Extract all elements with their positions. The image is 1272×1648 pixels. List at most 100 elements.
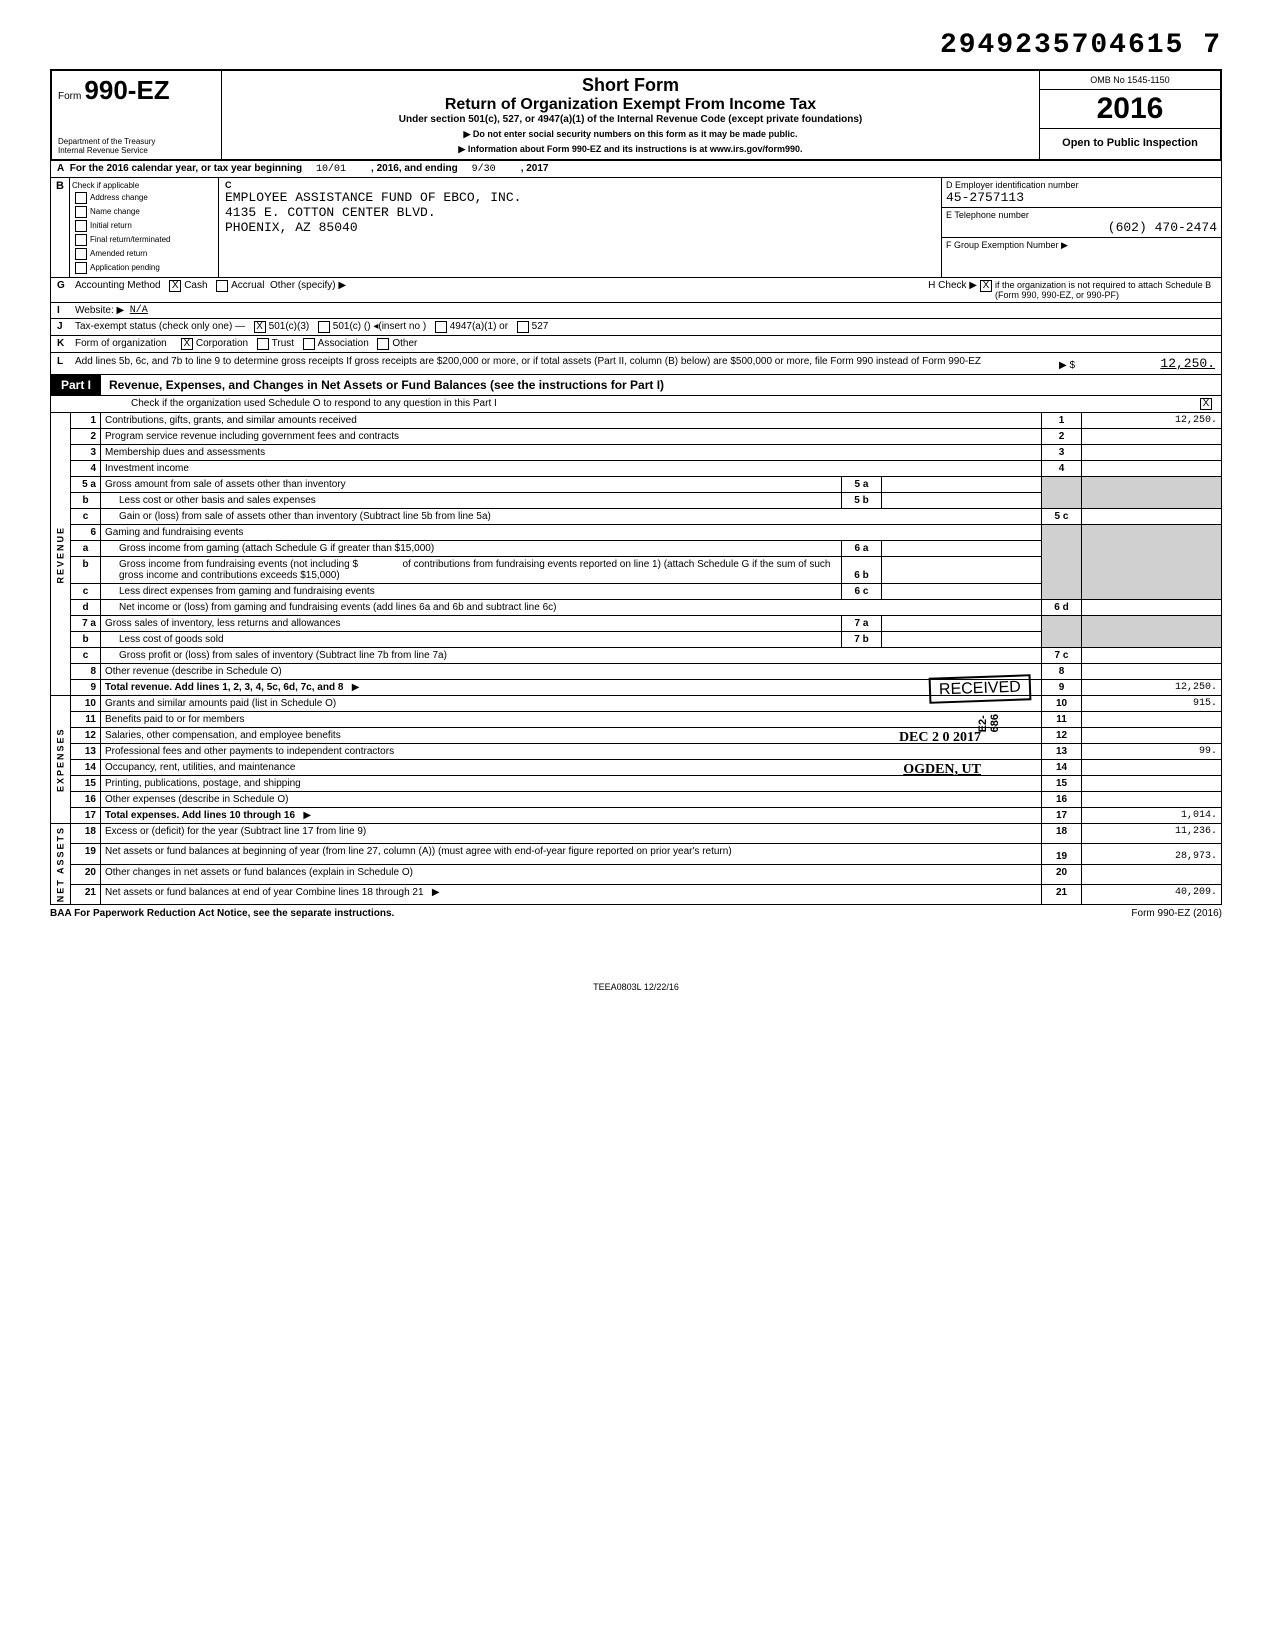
check-amended-return[interactable]: Amended return	[72, 247, 216, 261]
l9-num: 9	[71, 680, 101, 696]
l6b-desc: Gross income from fundraising events (no…	[101, 557, 842, 584]
part1-label: Part I	[51, 375, 101, 395]
l21-num: 21	[71, 884, 101, 904]
l2-desc: Program service revenue including govern…	[101, 429, 1042, 445]
line-a: A For the 2016 calendar year, or tax yea…	[50, 161, 1222, 178]
l7a-mv	[882, 616, 1042, 632]
l7a-mn: 7 a	[842, 616, 882, 632]
phone: (602) 470-2474	[946, 220, 1217, 235]
l11-rn: 11	[1042, 712, 1082, 728]
row-7c: c Gross profit or (loss) from sales of i…	[51, 648, 1222, 664]
opt-4947: 4947(a)(1) or	[450, 321, 508, 333]
label-b: B	[51, 178, 69, 277]
l6-desc: Gaming and fundraising events	[101, 525, 1042, 541]
check-name-change[interactable]: Name change	[72, 205, 216, 219]
l7c-desc: Gross profit or (loss) from sales of inv…	[101, 648, 1042, 664]
document-number: 2949235704615 7	[50, 30, 1222, 61]
other-label: Other (specify) ▶	[270, 280, 346, 300]
l6d-num: d	[71, 600, 101, 616]
row-12: 12 Salaries, other compensation, and emp…	[51, 728, 1222, 744]
l3-rn: 3	[1042, 445, 1082, 461]
l2-rn: 2	[1042, 429, 1082, 445]
check-501c[interactable]	[318, 321, 330, 333]
form-of-org-label: Form of organization	[75, 338, 167, 350]
l21-rn: 21	[1042, 884, 1082, 904]
check-schedule-o[interactable]: X	[1200, 398, 1212, 410]
row-17: 17 Total expenses. Add lines 10 through …	[51, 808, 1222, 824]
check-corporation[interactable]: X	[181, 338, 193, 350]
right-info: D Employer identification number 45-2757…	[941, 178, 1221, 277]
line-l: L Add lines 5b, 6c, and 7b to line 9 to …	[50, 353, 1222, 375]
l13-rv: 99.	[1082, 744, 1222, 760]
form-prefix: Form	[58, 91, 81, 102]
l6b-mv	[882, 557, 1042, 584]
l3-rv	[1082, 445, 1222, 461]
received-stamp: RECEIVED	[929, 674, 1032, 704]
check-initial-return[interactable]: Initial return	[72, 219, 216, 233]
l3-num: 3	[71, 445, 101, 461]
ein: 45-2757113	[946, 190, 1217, 205]
date-stamp: DEC 2 0 2017	[899, 730, 981, 746]
l7-shade	[1042, 616, 1082, 648]
l3-desc: Membership dues and assessments	[101, 445, 1042, 461]
row-16: 16 Other expenses (describe in Schedule …	[51, 792, 1222, 808]
l18-rn: 18	[1042, 824, 1082, 844]
l6d-desc: Net income or (loss) from gaming and fun…	[101, 600, 1042, 616]
l6c-desc: Less direct expenses from gaming and fun…	[101, 584, 842, 600]
l14-rn: 14	[1042, 760, 1082, 776]
line-l-text: Add lines 5b, 6c, and 7b to line 9 to de…	[75, 356, 1059, 371]
check-accrual[interactable]	[216, 280, 228, 292]
check-4947[interactable]	[435, 321, 447, 333]
l10-num: 10	[71, 696, 101, 712]
check-other-org[interactable]	[377, 338, 389, 350]
check-trust[interactable]	[257, 338, 269, 350]
form-header: Form 990-EZ Department of the Treasury I…	[50, 69, 1222, 161]
l10-desc: Grants and similar amounts paid (list in…	[101, 696, 1042, 712]
l21-rv: 40,209.	[1082, 884, 1222, 904]
l6b-num: b	[71, 557, 101, 584]
opt-501c: 501(c) (	[333, 321, 367, 333]
label-j: J	[57, 321, 75, 333]
l16-num: 16	[71, 792, 101, 808]
l11-num: 11	[71, 712, 101, 728]
l8-rv	[1082, 664, 1222, 680]
l13-num: 13	[71, 744, 101, 760]
label-f: F Group Exemption Number ▶	[946, 240, 1217, 251]
l14-desc: Occupancy, rent, utilities, and maintena…	[101, 760, 1042, 776]
l15-rv	[1082, 776, 1222, 792]
line-k: K Form of organization XCorporation Trus…	[50, 336, 1222, 353]
l5c-num: c	[71, 509, 101, 525]
check-527[interactable]	[517, 321, 529, 333]
section-b: B Check if applicable Address change Nam…	[50, 178, 1222, 278]
accrual-label: Accrual	[231, 280, 264, 300]
l12-num: 12	[71, 728, 101, 744]
opt-corporation: Corporation	[196, 338, 248, 350]
l6-num: 6	[71, 525, 101, 541]
check-association[interactable]	[303, 338, 315, 350]
check-h[interactable]: X	[980, 280, 992, 292]
opt-trust: Trust	[272, 338, 294, 350]
l12-desc: Salaries, other compensation, and employ…	[101, 728, 1042, 744]
title-short-form: Short Form	[230, 75, 1031, 96]
part1-table: REVENUE 1 Contributions, gifts, grants, …	[50, 413, 1222, 905]
l7a-num: 7 a	[71, 616, 101, 632]
l20-rn: 20	[1042, 864, 1082, 884]
l7c-rn: 7 c	[1042, 648, 1082, 664]
l15-rn: 15	[1042, 776, 1082, 792]
l5b-desc: Less cost or other basis and sales expen…	[101, 493, 842, 509]
line-l-amount: 12,250.	[1075, 356, 1215, 371]
check-501c3[interactable]: X	[254, 321, 266, 333]
check-application-pending[interactable]: Application pending	[72, 261, 216, 275]
check-address-change[interactable]: Address change	[72, 191, 216, 205]
tax-year: 2016	[1040, 90, 1220, 129]
label-g: G	[57, 280, 75, 300]
website-label: Website: ▶	[75, 305, 124, 316]
l21-desc: Net assets or fund balances at end of ye…	[101, 884, 1042, 904]
check-cash[interactable]: X	[169, 280, 181, 292]
row-18: NET ASSETS 18 Excess or (deficit) for th…	[51, 824, 1222, 844]
l1-desc: Contributions, gifts, grants, and simila…	[101, 413, 1042, 429]
l11-desc: Benefits paid to or for members E2-686	[101, 712, 1042, 728]
check-final-return[interactable]: Final return/terminated	[72, 233, 216, 247]
l5a-num: 5 a	[71, 477, 101, 493]
l15-desc: Printing, publications, postage, and shi…	[101, 776, 1042, 792]
